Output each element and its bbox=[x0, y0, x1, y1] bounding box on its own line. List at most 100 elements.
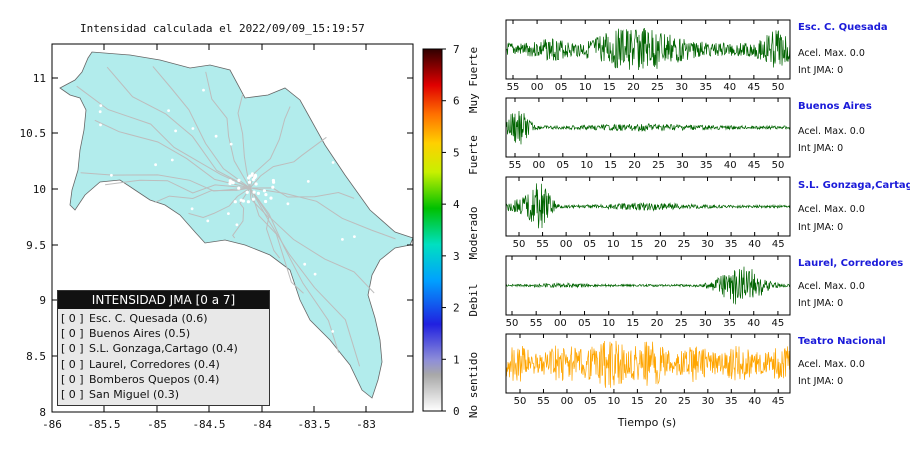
station-int: Int JMA: 0 bbox=[798, 222, 844, 233]
seismogram-frame bbox=[505, 19, 791, 80]
town-dot bbox=[246, 200, 250, 204]
seismogram-tick-label: 15 bbox=[604, 160, 617, 171]
seismogram-tick-label: 00 bbox=[560, 239, 573, 250]
town-dot bbox=[140, 240, 144, 244]
town-dot bbox=[154, 163, 158, 167]
town-dot bbox=[331, 161, 335, 164]
station-name: Teatro Nacional bbox=[798, 336, 886, 347]
town-dot bbox=[303, 262, 307, 266]
seismogram-tick-label: 35 bbox=[700, 160, 713, 171]
road bbox=[249, 136, 327, 189]
road bbox=[249, 187, 304, 294]
seismogram-tick-label: 45 bbox=[772, 318, 785, 329]
town-dot bbox=[313, 272, 317, 276]
legend-item: [ 0 ] Bomberos Quepos (0.4) bbox=[58, 372, 269, 387]
road bbox=[205, 71, 251, 189]
station-acel: Acel. Max. 0.0 bbox=[798, 359, 865, 370]
seismogram-trace bbox=[505, 340, 791, 388]
seismogram-tick-label: 25 bbox=[678, 396, 691, 407]
town-dot bbox=[253, 176, 257, 180]
seismogram-panel: 50 55 00 05 10 15 20 25 30 35 40 45 bbox=[505, 333, 791, 407]
legend-level: [ 0 ] bbox=[61, 372, 84, 386]
seismogram-tick-label: 35 bbox=[725, 396, 738, 407]
road bbox=[154, 187, 251, 203]
seismogram-tick-label: 55 bbox=[536, 239, 549, 250]
seismogram-tick-label: 10 bbox=[607, 239, 620, 250]
road bbox=[152, 66, 251, 189]
map-y-tick-label: 9 bbox=[39, 294, 46, 307]
intensity-legend: INTENSIDAD JMA [0 a 7] [ 0 ] Esc. C. Ques… bbox=[57, 290, 270, 406]
town-dot bbox=[202, 88, 205, 92]
town-dot bbox=[228, 179, 232, 183]
seismogram-tick-label: 30 bbox=[675, 82, 688, 93]
seismogram-tick-label: 40 bbox=[724, 160, 737, 171]
town-dot bbox=[251, 197, 255, 201]
seismogram-panel: 55 00 05 10 15 20 25 30 35 40 45 50 bbox=[505, 97, 791, 171]
seismogram-tick-label: 40 bbox=[723, 82, 736, 93]
town-dot bbox=[256, 191, 260, 195]
colorbar-level-label: No sentido bbox=[467, 352, 480, 418]
seismogram-tick-label: 25 bbox=[675, 318, 688, 329]
legend-level: [ 0 ] bbox=[61, 342, 84, 356]
town-dot bbox=[231, 181, 235, 185]
legend-label: Esc. C. Quesada (0.6) bbox=[89, 312, 208, 325]
seismogram-tick-label: 10 bbox=[602, 318, 615, 329]
town-dot bbox=[91, 272, 95, 275]
seismogram-tick-label: 50 bbox=[772, 160, 785, 171]
seismogram-tick-label: 25 bbox=[678, 239, 691, 250]
seismogram-trace bbox=[505, 27, 791, 71]
town-dot bbox=[154, 228, 158, 232]
legend-item: [ 0 ] S.L. Gonzaga,Cartago (0.4) bbox=[58, 341, 269, 356]
town-dot bbox=[254, 182, 258, 186]
station-acel: Acel. Max. 0.0 bbox=[798, 48, 865, 59]
seismogram-tick-label: 50 bbox=[513, 239, 526, 250]
town-dot bbox=[167, 109, 171, 112]
legend-label: San Miguel (0.3) bbox=[89, 387, 180, 401]
legend-item: [ 0 ] San Miguel (0.3) bbox=[58, 387, 269, 402]
seismogram-tick-label: 15 bbox=[630, 239, 643, 250]
colorbar-tick-label: 2 bbox=[453, 302, 460, 315]
town-dot bbox=[214, 134, 218, 138]
town-dot bbox=[237, 178, 241, 182]
road bbox=[80, 172, 251, 192]
seismogram-tick-label: 20 bbox=[651, 318, 664, 329]
seismogram-tick-label: 55 bbox=[507, 82, 520, 93]
legend-title: INTENSIDAD JMA [0 a 7] bbox=[58, 291, 269, 309]
station-name: S.L. Gonzaga,Cartago bbox=[798, 180, 910, 191]
road bbox=[76, 85, 251, 189]
map-y-tick-label: 8 bbox=[39, 406, 46, 419]
town-dot bbox=[353, 235, 356, 239]
legend-label: Buenos Aires (0.5) bbox=[89, 327, 191, 341]
road bbox=[249, 187, 281, 259]
road bbox=[237, 93, 251, 189]
seismogram-tick-label: 35 bbox=[723, 318, 736, 329]
town-dot bbox=[262, 189, 266, 193]
map-x-tick-label: -84.5 bbox=[192, 418, 225, 431]
seismogram-tick-label: 50 bbox=[772, 82, 785, 93]
colorbar-level-label: Debil bbox=[467, 283, 480, 316]
seismogram-panel: 50 55 00 05 10 15 20 25 30 35 40 45 bbox=[505, 176, 791, 250]
seismogram-trace bbox=[505, 183, 791, 229]
seismogram-tick-label: 55 bbox=[537, 396, 550, 407]
seismogram-tick-label: 25 bbox=[651, 82, 664, 93]
seismogram-tick-label: 30 bbox=[699, 318, 712, 329]
colorbar-tick-label: 0 bbox=[453, 405, 460, 418]
seismogram-tick-label: 55 bbox=[509, 160, 522, 171]
map-y-tick-label: 10 bbox=[33, 183, 46, 196]
town-dot bbox=[237, 186, 241, 190]
town-dot bbox=[245, 190, 249, 194]
seismogram-tick-label: 55 bbox=[530, 318, 543, 329]
town-dot bbox=[271, 185, 275, 189]
seismogram-panel: 50 55 00 05 10 15 20 25 30 35 40 45 bbox=[505, 255, 791, 329]
seismogram-tick-label: 05 bbox=[583, 239, 596, 250]
legend-level: [ 0 ] bbox=[61, 357, 84, 371]
town-dot bbox=[206, 219, 210, 223]
town-dot bbox=[331, 330, 335, 333]
x-axis-label: Tiempo (s) bbox=[617, 416, 676, 429]
town-dot bbox=[190, 207, 194, 211]
legend-item: [ 0 ] Buenos Aires (0.5) bbox=[58, 326, 269, 341]
road bbox=[188, 187, 251, 219]
station-name: Buenos Aires bbox=[798, 101, 872, 112]
colorbar-tick-label: 6 bbox=[453, 95, 460, 108]
seismogram-tick-label: 10 bbox=[608, 396, 621, 407]
